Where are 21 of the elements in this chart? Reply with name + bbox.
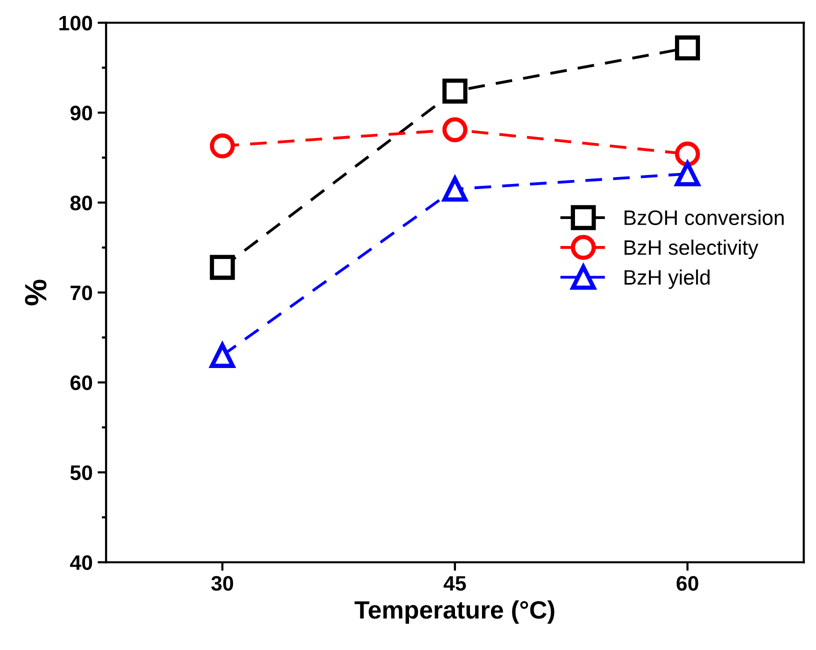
point [210,133,235,158]
legend-label: BzOH conversion [624,210,784,226]
x-tick-label: 45 [444,576,466,591]
point [442,78,468,104]
y-tick-label: 60 [70,375,92,390]
y-tick-label: 40 [70,555,92,570]
x-axis-title: Temperature (°C) [354,600,554,624]
legend-label: BzH selectivity [624,240,758,260]
y-tick-label: 80 [70,196,92,210]
x-tick-label: 30 [211,576,234,591]
legend-label: BzH yield [624,269,710,289]
point [210,254,235,280]
x-tick-label: 60 [676,576,698,591]
y-tick-label: 100 [59,16,92,31]
y-tick-label: 70 [70,286,92,300]
point [442,117,468,142]
y-tick-label: 50 [70,465,92,480]
point [674,35,700,60]
y-axis-title: % [24,280,46,306]
y-tick-label: 90 [70,106,92,120]
point [674,142,700,167]
